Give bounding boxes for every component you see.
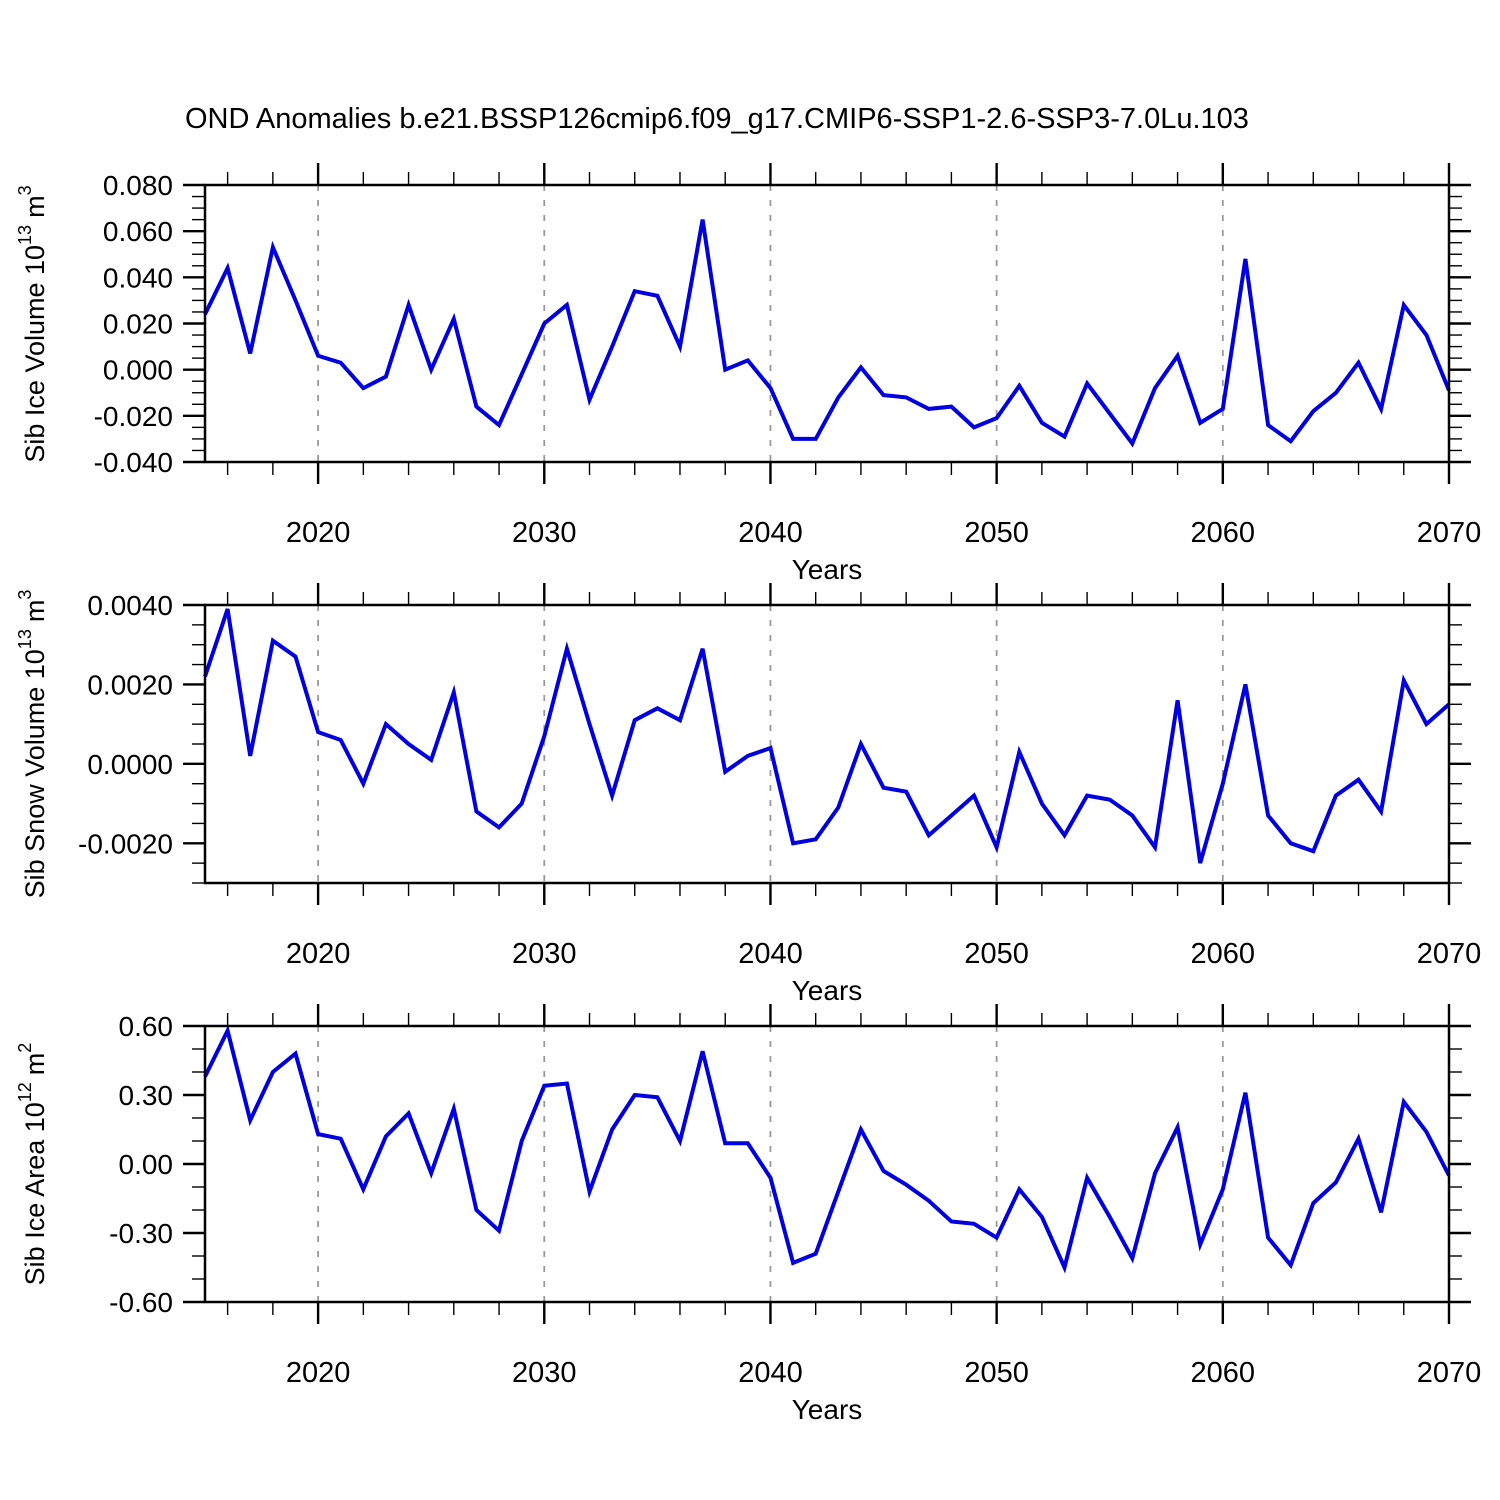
y-tick-label: -0.020	[94, 401, 173, 432]
x-tick-label: 2030	[512, 517, 577, 549]
y-axis-title-exponent: 12	[15, 1082, 35, 1102]
x-tick-label: 2070	[1417, 517, 1482, 549]
y-axis-title-unit: m	[20, 195, 50, 218]
y-tick-label: 0.00	[119, 1149, 174, 1180]
x-tick-label: 2040	[738, 1357, 803, 1389]
x-axis-title: Years	[792, 554, 863, 585]
panel-sib-ice-volume: Sib Ice Volume 1013 m3 0.080 0.060 0.040 0.0…	[15, 163, 1481, 585]
y-axis-title-base: Sib Ice Volume 10	[20, 245, 50, 463]
x-tick-label: 2030	[512, 938, 577, 970]
y-axis-title-base: Sib Ice Area 10	[20, 1102, 50, 1285]
data-line	[203, 219, 1451, 448]
y-axis-title-snow-volume: Sib Snow Volume 1013 m3	[15, 590, 50, 899]
y-tick-label: 0.0040	[87, 590, 173, 621]
y-axis-title-unit: m	[20, 600, 50, 623]
y-axis-title-ice-area: Sib Ice Area 1012 m2	[15, 1043, 50, 1286]
panel-sib-ice-area: Sib Ice Area 1012 m2 0.60 0.30 0.00 -0.30 -0.…	[15, 1004, 1481, 1425]
y-axis-title-base: Sib Snow Volume 10	[20, 649, 50, 898]
x-axis-title: Years	[792, 975, 863, 1006]
y-tick-label: 0.0000	[87, 749, 173, 780]
y-tick-label: 0.60	[119, 1011, 174, 1042]
y-tick-label: 0.060	[103, 216, 173, 247]
x-tick-label: 2020	[286, 517, 351, 549]
data-line	[203, 1024, 1451, 1274]
x-tick-label: 2020	[286, 938, 351, 970]
x-axis-title: Years	[792, 1394, 863, 1425]
y-axis-title-unit-exponent: 2	[15, 1043, 35, 1053]
y-tick-label: 0.020	[103, 309, 173, 340]
y-tick-label: 0.000	[103, 355, 173, 386]
y-tick-label: 0.080	[103, 170, 173, 201]
x-tick-label: 2050	[964, 517, 1029, 549]
x-tick-label: 2030	[512, 1357, 577, 1389]
x-tick-label: 2060	[1191, 938, 1256, 970]
y-axis-title-exponent: 13	[15, 629, 35, 649]
y-tick-label: -0.040	[94, 447, 173, 478]
x-tick-label: 2040	[738, 517, 803, 549]
y-axis-title-unit-exponent: 3	[15, 590, 35, 600]
x-tick-label: 2020	[286, 1357, 351, 1389]
y-tick-label: -0.30	[109, 1218, 173, 1249]
y-axis-title-exponent: 13	[15, 225, 35, 245]
panel-sib-snow-volume: Sib Snow Volume 1013 m3 0.0040 0.0020 0.000…	[15, 583, 1481, 1006]
chart-title: OND Anomalies b.e21.BSSP126cmip6.f09_g17…	[185, 103, 1249, 135]
x-tick-label: 2040	[738, 938, 803, 970]
x-tick-label: 2050	[964, 938, 1029, 970]
y-tick-label: 0.30	[119, 1080, 174, 1111]
y-tick-label: -0.60	[109, 1287, 173, 1318]
y-axis-title-ice-volume: Sib Ice Volume 1013 m3	[15, 185, 50, 462]
x-tick-label: 2070	[1417, 938, 1482, 970]
y-tick-label: -0.0020	[78, 828, 173, 859]
y-tick-label: 0.040	[103, 262, 173, 293]
x-tick-label: 2060	[1191, 1357, 1256, 1389]
y-axis-title-unit-exponent: 3	[15, 185, 35, 195]
data-line	[203, 608, 1451, 864]
y-tick-label: 0.0020	[87, 669, 173, 700]
x-tick-label: 2070	[1417, 1357, 1482, 1389]
y-axis-title-unit: m	[20, 1053, 50, 1076]
x-tick-label: 2050	[964, 1357, 1029, 1389]
x-tick-label: 2060	[1191, 517, 1256, 549]
